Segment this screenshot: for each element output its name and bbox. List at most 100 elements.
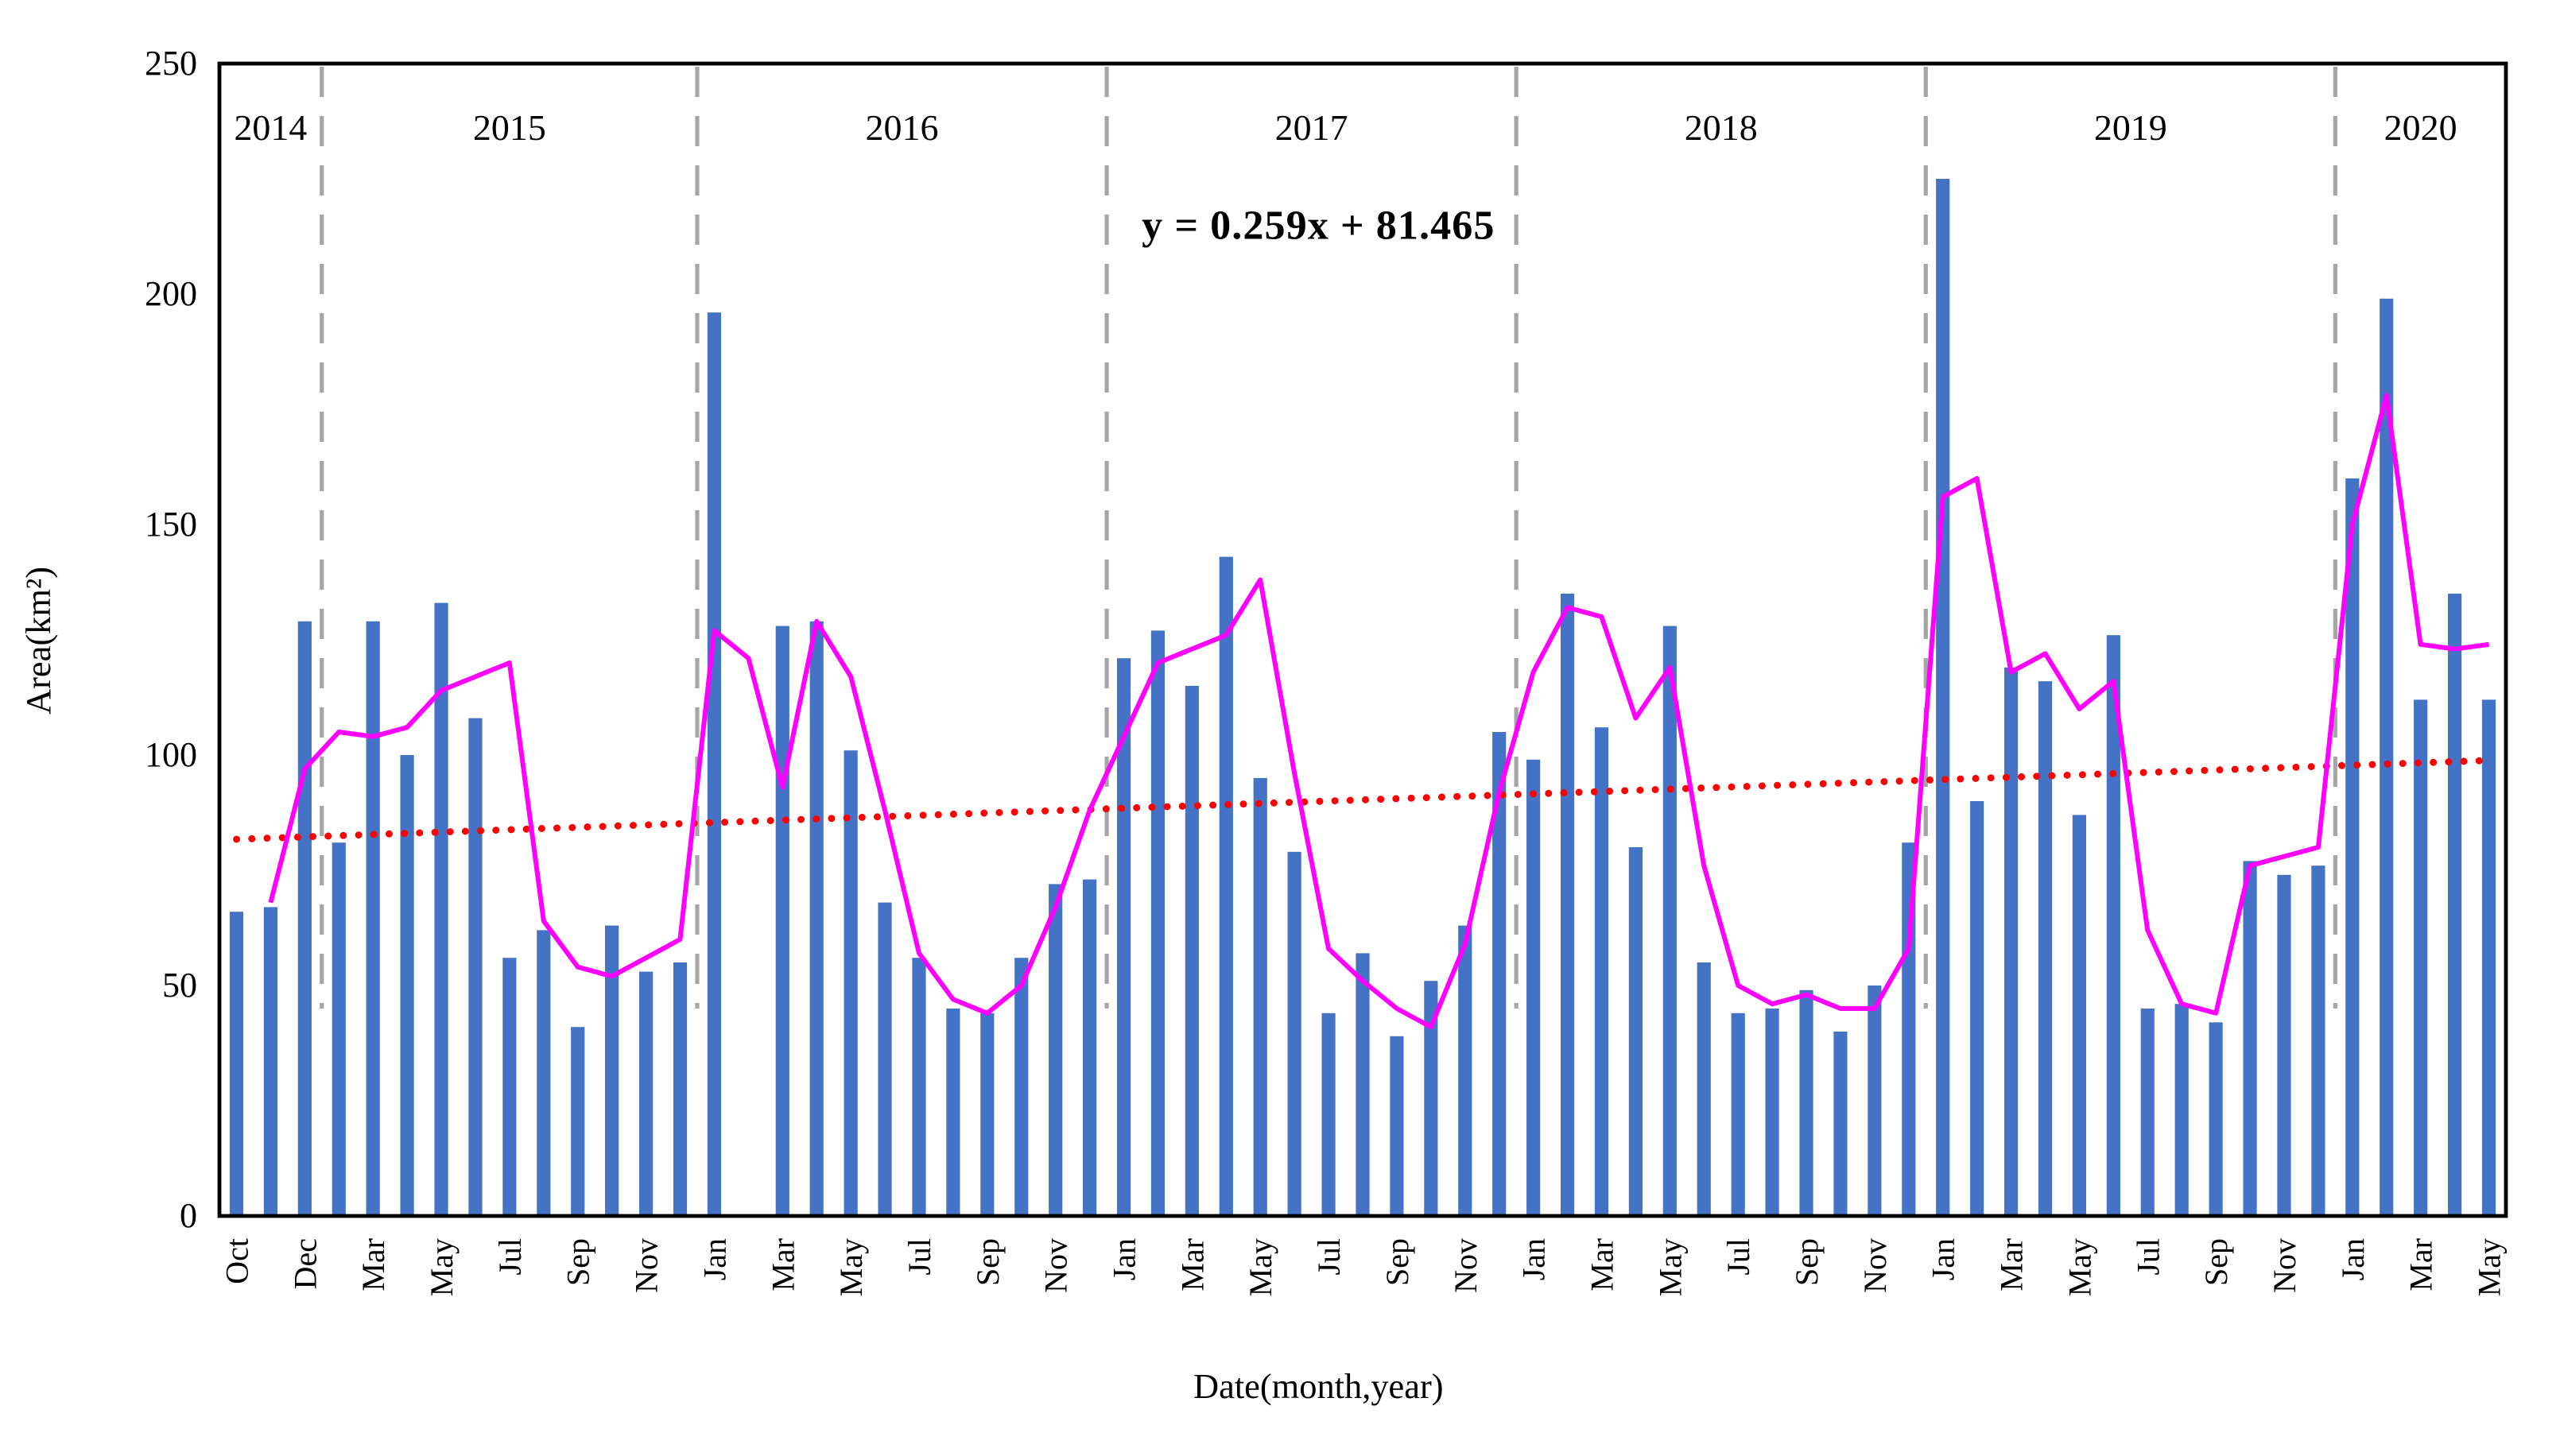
bar [1902, 842, 1916, 1216]
x-tick-label: May [2062, 1238, 2097, 1296]
bar [1731, 1013, 1745, 1216]
bar [2174, 1004, 2189, 1216]
bar [775, 625, 789, 1216]
bar [1116, 658, 1131, 1216]
x-tick-label: Sep [1379, 1238, 1415, 1286]
x-tick-label: May [424, 1238, 460, 1296]
x-tick-label: Jul [2130, 1238, 2166, 1276]
x-tick-label: Jan [696, 1238, 732, 1280]
x-tick-label: May [1243, 1238, 1278, 1296]
bar [1936, 178, 1950, 1216]
bar [2414, 699, 2428, 1216]
bar [1697, 962, 1711, 1216]
bar [1970, 800, 1984, 1216]
bar [1287, 851, 1301, 1216]
x-tick-label: Oct [219, 1238, 254, 1284]
bar [2038, 681, 2053, 1216]
bar [434, 602, 448, 1216]
line-series-path [268, 393, 2489, 1030]
plot-frame [217, 61, 2508, 1218]
bar [2277, 874, 2291, 1216]
bar [2140, 1008, 2155, 1216]
x-tick-label: May [2472, 1238, 2508, 1296]
x-tick-label: Jul [492, 1238, 528, 1276]
bar [1868, 985, 1882, 1216]
bar [263, 907, 277, 1216]
x-tick-label: Nov [2267, 1238, 2302, 1293]
x-tick-label: Nov [1448, 1238, 1484, 1293]
x-tick-label: Sep [2198, 1238, 2234, 1286]
x-axis-title: Date(month,year) [1193, 1366, 1444, 1407]
bar [2311, 865, 2325, 1216]
bar [605, 925, 619, 1216]
bar [2345, 478, 2360, 1216]
x-tick-label: Mar [1584, 1238, 1619, 1291]
x-tick-label: Dec [287, 1238, 323, 1289]
bar [1833, 1031, 1848, 1216]
x-tick-label: Sep [1789, 1238, 1825, 1286]
x-tick-label: Mar [1994, 1238, 2030, 1291]
x-tick-label: Jul [1311, 1238, 1347, 1276]
bar [1390, 1036, 1404, 1216]
bar [707, 312, 722, 1216]
bar [2209, 1022, 2223, 1216]
x-tick-label: Mar [1174, 1238, 1210, 1291]
bar [878, 902, 892, 1216]
bar [1356, 953, 1370, 1216]
bar [400, 754, 414, 1216]
x-tick-label: Nov [1038, 1238, 1074, 1293]
bar [1594, 727, 1609, 1216]
bar [229, 912, 244, 1216]
x-tick-label: Jul [902, 1238, 937, 1276]
bar [1083, 879, 1097, 1216]
bar [2380, 298, 2394, 1216]
x-tick-label: Sep [560, 1238, 596, 1286]
bar [1014, 958, 1029, 1216]
bar [1492, 731, 1507, 1216]
year-label: 2020 [2384, 107, 2457, 148]
bar [673, 962, 688, 1216]
bar [332, 842, 346, 1216]
bar [502, 958, 517, 1216]
bar [366, 621, 380, 1216]
bar [638, 971, 654, 1216]
bar [468, 718, 483, 1216]
bar [1321, 1013, 1336, 1216]
x-tick-label: Jan [2335, 1238, 2371, 1280]
bar [1526, 759, 1541, 1216]
x-tick-label: Nov [1857, 1238, 1893, 1293]
y-tick-label: 200 [145, 274, 197, 313]
x-tick-label: May [1652, 1238, 1688, 1296]
x-tick-label: Nov [629, 1238, 665, 1293]
x-tick-label: Jan [1926, 1238, 1961, 1280]
bar [1253, 777, 1267, 1216]
y-tick-label: 250 [145, 44, 197, 83]
x-tick-label: Mar [2403, 1238, 2439, 1291]
bar [1185, 685, 1199, 1216]
y-tick-label: 0 [180, 1196, 197, 1235]
bar [946, 1008, 960, 1216]
bar [1628, 846, 1643, 1216]
year-label: 2019 [2094, 107, 2167, 148]
x-tick-label: Mar [765, 1238, 801, 1291]
bar [1424, 981, 1438, 1216]
bar [1458, 925, 1472, 1216]
x-tick-label: Jul [1720, 1238, 1756, 1276]
x-tick-label: Mar [355, 1238, 391, 1291]
bar [537, 930, 551, 1216]
bar [1150, 630, 1166, 1216]
bar [844, 750, 858, 1216]
bar [809, 621, 824, 1216]
bar [980, 1013, 995, 1216]
year-label: 2016 [866, 107, 939, 148]
bar [2448, 593, 2462, 1216]
bar [2481, 699, 2496, 1216]
bar [1662, 625, 1677, 1216]
bar [1560, 593, 1575, 1216]
year-label: 2018 [1685, 107, 1758, 148]
bar [912, 958, 926, 1216]
bar [1799, 989, 1813, 1216]
year-label: 2015 [473, 107, 546, 148]
y-tick-label: 100 [145, 735, 197, 774]
